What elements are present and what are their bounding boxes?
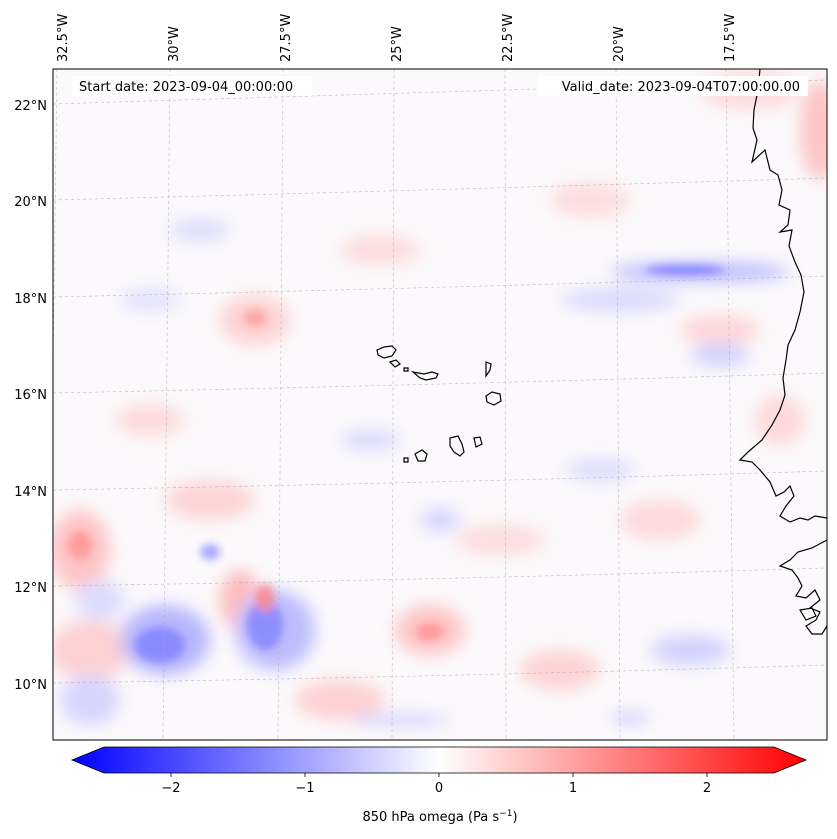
start-date-background xyxy=(72,76,312,96)
lon-label: 22.5°W xyxy=(501,14,516,62)
start-date-text: Start date: 2023-09-04_00:00:00 xyxy=(79,80,293,95)
longitude-labels: 32.5°W 30°W 27.5°W 25°W 22.5°W 20°W 17.5… xyxy=(56,14,738,62)
omega-field xyxy=(53,70,827,726)
lat-label: 16°N xyxy=(14,388,47,403)
valid-date-box: Valid_date: 2023-09-04T07:00:00.00 xyxy=(538,76,808,96)
coastlines xyxy=(376,69,827,635)
graticule xyxy=(53,69,827,740)
lat-label: 18°N xyxy=(14,292,47,307)
lat-label: 12°N xyxy=(14,581,47,596)
latitude-labels: 22°N 20°N 18°N 16°N 14°N 12°N 10°N xyxy=(14,99,47,693)
island-brava xyxy=(403,457,409,463)
island-boa-vista xyxy=(485,391,502,406)
lat-label: 10°N xyxy=(14,678,47,693)
island-santo-antao xyxy=(376,345,397,359)
colorbar-bar xyxy=(70,746,808,774)
island-sao-vicente xyxy=(388,359,401,368)
colorbar-tick-label: 0 xyxy=(435,781,443,796)
lon-label: 25°W xyxy=(390,26,405,62)
bijagos-islands xyxy=(799,607,817,621)
colorbar: −2 −1 0 1 2 850 hPa omega (Pa s−1) xyxy=(70,746,808,825)
island-maio xyxy=(473,436,483,448)
island-sal xyxy=(485,361,492,378)
start-date-box: Start date: 2023-09-04_00:00:00 xyxy=(72,76,312,96)
colorbar-ticks: −2 −1 0 1 2 xyxy=(161,773,711,796)
island-fogo xyxy=(414,449,428,462)
lat-label: 20°N xyxy=(14,195,47,210)
colorbar-tick-label: −1 xyxy=(295,781,314,796)
lon-label: 17.5°W xyxy=(723,14,738,62)
map-panel[interactable] xyxy=(48,68,837,741)
island-santa-luzia xyxy=(403,367,409,372)
lon-label: 30°W xyxy=(167,26,182,62)
lon-label: 32.5°W xyxy=(56,14,71,62)
valid-date-background xyxy=(538,76,808,96)
africa-coastline xyxy=(738,69,827,523)
island-santiago xyxy=(449,435,465,457)
colorbar-tick-label: 1 xyxy=(569,781,577,796)
colorbar-title: 850 hPa omega (Pa s−1) xyxy=(362,809,517,825)
valid-date-text: Valid_date: 2023-09-04T07:00:00.00 xyxy=(562,80,800,95)
lon-label: 20°W xyxy=(612,26,627,62)
colorbar-tick-label: −2 xyxy=(161,781,180,796)
guinea-coast xyxy=(778,539,827,635)
map-frame xyxy=(52,68,828,741)
lon-label: 27.5°W xyxy=(279,14,294,62)
lat-label: 14°N xyxy=(14,485,47,500)
island-sao-nicolau xyxy=(410,371,439,381)
lat-label: 22°N xyxy=(14,99,47,114)
colorbar-tick-label: 2 xyxy=(703,781,711,796)
